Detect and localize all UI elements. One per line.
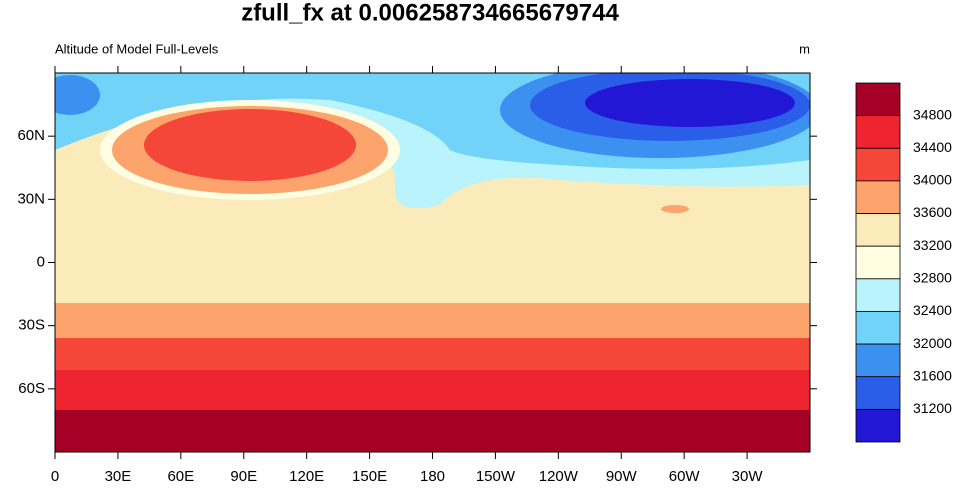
colorbar-label: 33600	[913, 204, 952, 220]
colorbar-label: 31600	[913, 367, 952, 383]
colorbar-label: 34800	[913, 106, 952, 122]
colorbar-label: 34000	[913, 172, 952, 188]
x-tick-label: 150E	[352, 468, 387, 485]
field-band	[55, 338, 810, 373]
colorbar-label: 32000	[913, 335, 952, 351]
field-band	[55, 303, 810, 343]
colorbar-box	[855, 311, 901, 345]
colorbar-box	[855, 376, 901, 410]
x-tick-label: 90W	[606, 468, 638, 485]
field-band	[55, 370, 810, 412]
y-tick-label: 60S	[18, 380, 45, 397]
x-tick-label: 30E	[105, 468, 132, 485]
colorbar-label: 34400	[913, 139, 952, 155]
title: zfull_fx at 0.006258734665679744	[241, 0, 619, 26]
x-tick-label: 0	[51, 468, 59, 485]
field-region	[661, 205, 689, 213]
colorbar-box	[855, 180, 901, 214]
x-tick-label: 30W	[732, 468, 764, 485]
colorbar-label: 31200	[913, 400, 952, 416]
colorbar-box	[855, 408, 901, 443]
colorbar-label: 33200	[913, 237, 952, 253]
colorbar-box	[855, 213, 901, 247]
colorbar-box	[855, 245, 901, 280]
x-tick-label: 180	[420, 468, 445, 485]
x-tick-label: 60E	[167, 468, 194, 485]
x-tick-label: 120E	[289, 468, 324, 485]
colorbar-box	[855, 343, 901, 378]
left-string: Altitude of Model Full-Levels	[55, 41, 219, 56]
field	[55, 73, 810, 452]
colorbar-box	[855, 147, 901, 182]
colorbar-label: 32400	[913, 302, 952, 318]
y-tick-label: 30N	[17, 190, 45, 207]
x-tick-label: 150W	[476, 468, 516, 485]
x-tick-label: 90E	[230, 468, 257, 485]
x-tick-label: 120W	[539, 468, 579, 485]
field-band	[55, 410, 810, 452]
field-region	[585, 79, 795, 127]
colorbar-box	[855, 115, 901, 149]
y-tick-label: 0	[37, 253, 45, 270]
colorbar-box	[855, 278, 901, 312]
y-tick-label: 30S	[18, 317, 45, 334]
x-tick-label: 60W	[669, 468, 701, 485]
colorbar-box	[855, 82, 901, 117]
y-tick-label: 60N	[17, 127, 45, 144]
field-region	[55, 75, 100, 115]
right-string: m	[799, 41, 810, 56]
colorbar-label: 32800	[913, 270, 952, 286]
field-region	[144, 109, 356, 181]
